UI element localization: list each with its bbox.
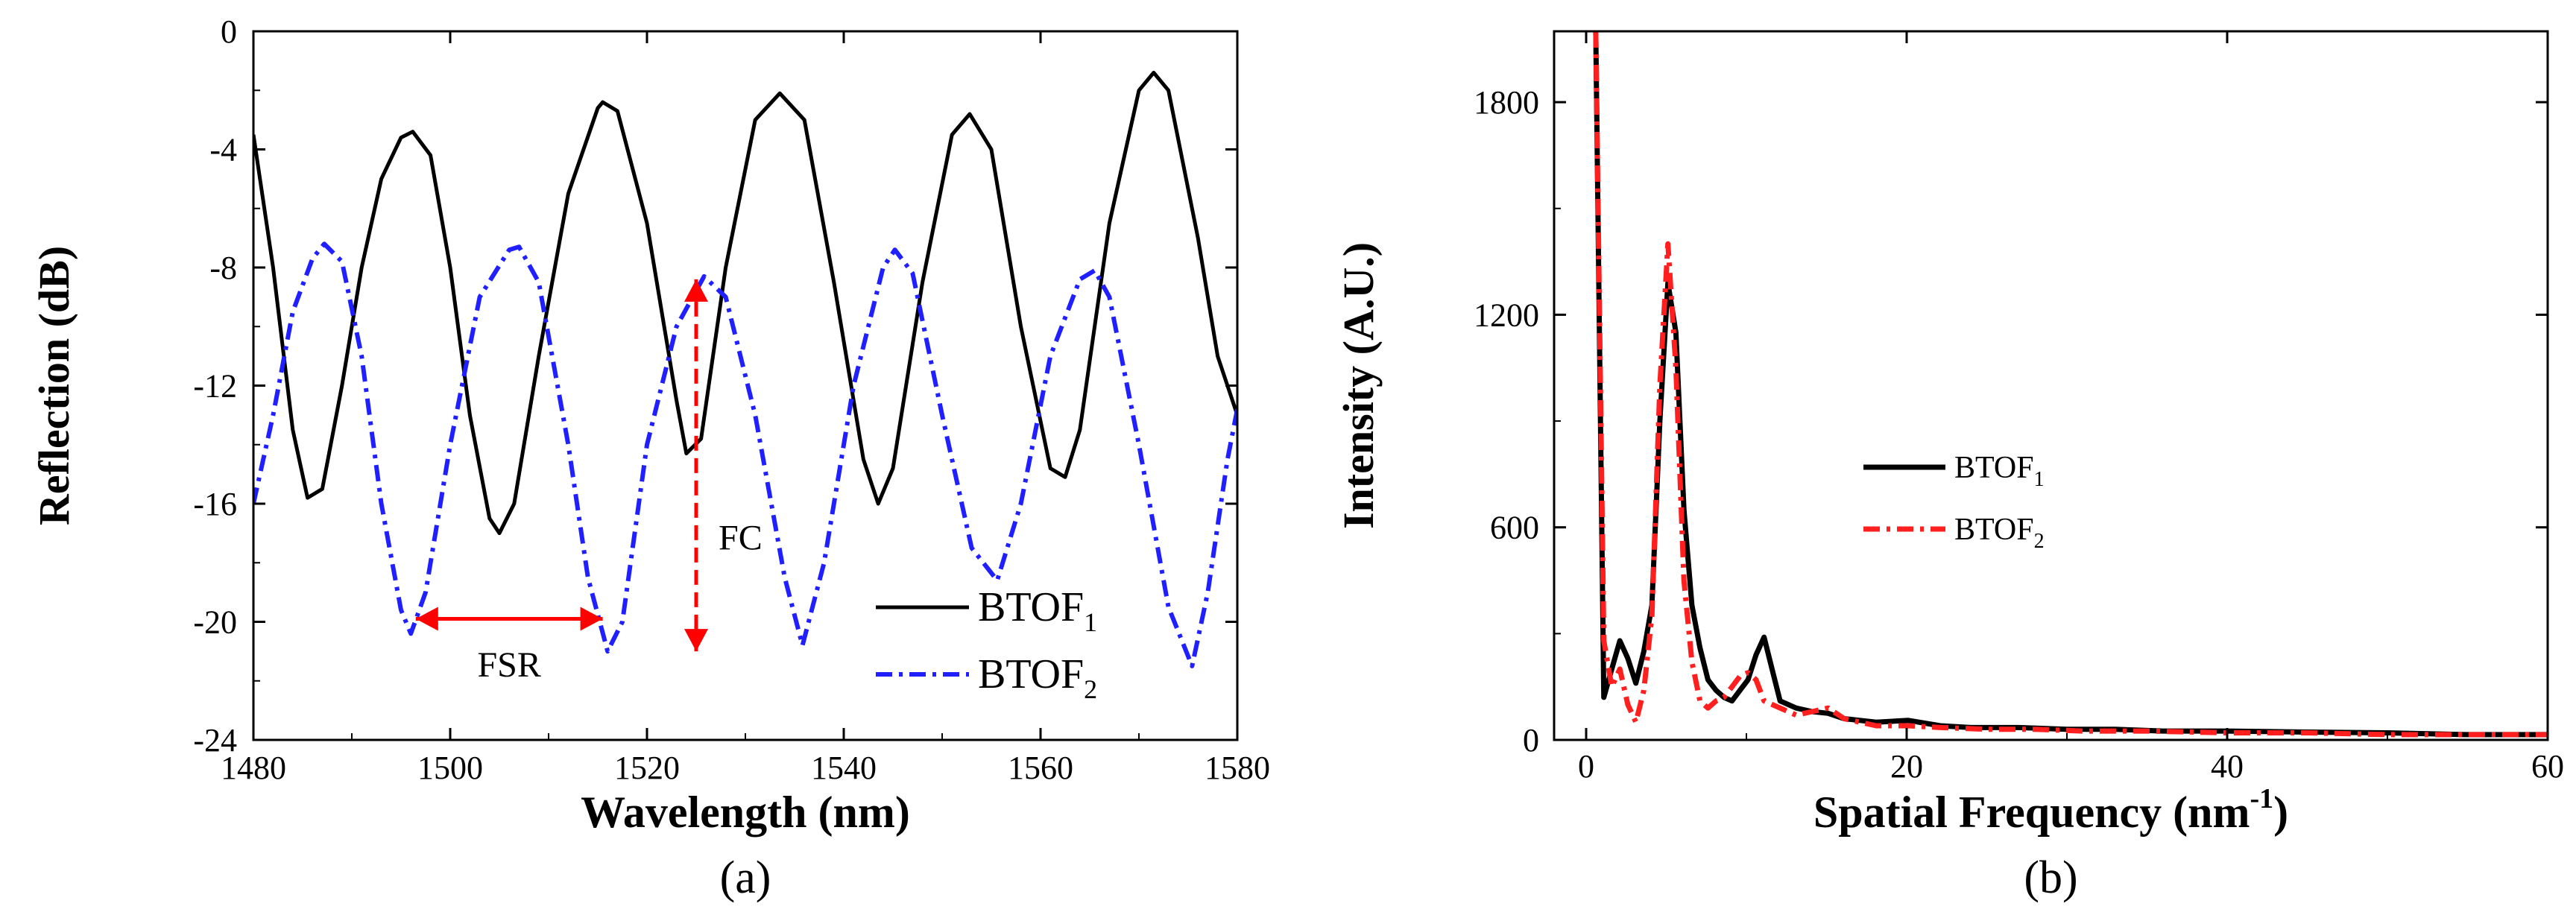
x-tick-label: 1520	[614, 750, 680, 786]
x-tick-label: 1480	[221, 750, 286, 786]
y-tick-label: 1800	[1474, 84, 1539, 121]
legend-label-subscript: 2	[2034, 530, 2045, 553]
legend-label-name: BTOF	[1954, 513, 2034, 547]
x-tick-label: 60	[2531, 748, 2564, 785]
y-axis-title: Intensity (A.U.)	[1334, 242, 1383, 529]
x-axis-title-sup: -1	[2250, 783, 2273, 814]
y-tick-label: -20	[193, 604, 237, 641]
y-tick-label: -12	[193, 368, 237, 405]
x-tick-label: 40	[2211, 748, 2244, 785]
legend-label-btof1: BTOF1	[978, 584, 1097, 637]
y-axis-title: Reflection (dB)	[30, 246, 78, 525]
series-line-btof2	[1593, 31, 2548, 738]
x-tick-label: 0	[1578, 748, 1594, 785]
y-tick-label: -8	[209, 250, 237, 286]
legend-label-btof2: BTOF2	[1954, 513, 2045, 553]
y-tick-label: -24	[193, 722, 237, 759]
annotation-label-fc: FC	[719, 519, 763, 558]
legend-label-btof1: BTOF1	[1954, 451, 2045, 491]
x-axis-title: Wavelength (nm)	[581, 788, 910, 837]
legend-label-btof2: BTOF2	[978, 651, 1097, 704]
x-tick-label: 20	[1890, 748, 1923, 785]
x-axis-title-main: Spatial Frequency (nm	[1813, 788, 2250, 837]
legend-label-name: BTOF	[978, 584, 1084, 630]
x-tick-label: 1500	[417, 750, 483, 786]
panel-a: 1480 1500 1520 1540 1560 1580 0 -4 -8 -12 -16 -20 -2…	[30, 13, 1270, 903]
y-tick-label: 0	[1523, 722, 1539, 759]
x-tick-label: 1540	[811, 750, 877, 786]
series-line-btof1	[1593, 31, 2548, 738]
legend-label-subscript: 2	[1084, 674, 1097, 704]
series-line-btof2	[253, 241, 1237, 668]
series-line-btof1	[253, 71, 1237, 536]
y-tick-label: -4	[209, 132, 237, 168]
annotation-arrowhead-fc-start	[684, 279, 708, 302]
legend-label-name: BTOF	[1954, 451, 2034, 485]
annotation-arrowhead-fc-end	[684, 629, 708, 652]
x-tick-label: 1580	[1205, 750, 1270, 786]
legend-label-name: BTOF	[978, 651, 1084, 697]
annotation-arrowhead-fsr-end	[580, 607, 603, 631]
x-axis-title: Spatial Frequency (nm-1)	[1813, 783, 2288, 837]
y-tick-label: 0	[221, 13, 237, 50]
x-tick-label: 1560	[1008, 750, 1073, 786]
x-axis-title-end: )	[2273, 788, 2288, 837]
annotation-label-fsr: FSR	[477, 645, 540, 685]
plot-frame-b	[1553, 30, 2549, 741]
y-tick-label: 1200	[1474, 297, 1539, 333]
panel-label-a: (a)	[720, 852, 771, 903]
legend-label-subscript: 1	[2034, 468, 2045, 491]
y-tick-label: -16	[193, 486, 237, 522]
y-tick-label: 600	[1490, 510, 1539, 546]
panel-label-b: (b)	[2024, 852, 2077, 903]
annotation-arrowhead-fsr-start	[415, 607, 438, 631]
legend-label-subscript: 1	[1084, 607, 1097, 637]
